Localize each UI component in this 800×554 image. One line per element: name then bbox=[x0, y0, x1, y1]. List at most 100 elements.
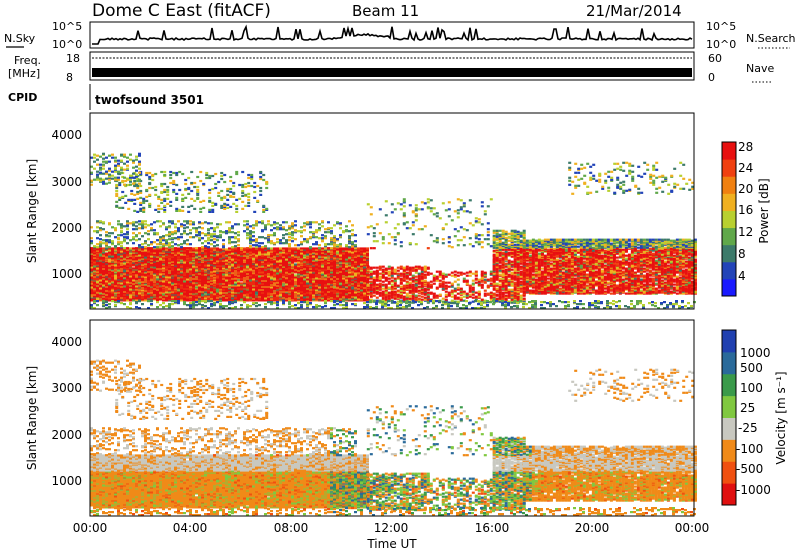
heatmap-cell bbox=[372, 291, 376, 294]
heatmap-cell bbox=[237, 284, 240, 287]
heatmap-cell bbox=[105, 252, 108, 255]
heatmap-cell bbox=[114, 247, 117, 250]
heatmap-cell bbox=[378, 287, 382, 290]
heatmap-cell bbox=[402, 284, 406, 287]
heatmap-cell bbox=[129, 278, 132, 281]
heatmap-cell bbox=[396, 289, 400, 292]
heatmap-cell bbox=[213, 270, 216, 273]
heatmap-cell bbox=[255, 292, 258, 295]
heatmap-cell bbox=[390, 271, 394, 274]
heatmap-cell bbox=[144, 256, 147, 259]
nsearch-tick-top: 10^5 bbox=[706, 20, 736, 33]
heatmap-cell bbox=[279, 293, 282, 296]
heatmap-cell bbox=[345, 279, 348, 282]
heatmap-cell bbox=[294, 263, 297, 266]
heatmap-cell bbox=[228, 250, 231, 253]
heatmap-cell bbox=[336, 275, 339, 278]
heatmap-cell bbox=[276, 272, 279, 275]
heatmap-cell bbox=[174, 260, 177, 263]
heatmap-cell bbox=[171, 247, 174, 250]
heatmap-cell bbox=[117, 253, 120, 256]
heatmap-cell bbox=[147, 263, 150, 266]
heatmap-cell bbox=[282, 292, 285, 295]
heatmap-cell bbox=[288, 288, 291, 291]
heatmap-cell bbox=[381, 292, 385, 295]
heatmap-cell bbox=[132, 247, 135, 250]
heatmap-cell bbox=[390, 290, 394, 293]
heatmap-cell bbox=[390, 269, 394, 272]
heatmap-cell bbox=[354, 276, 357, 279]
heatmap-cell bbox=[366, 283, 370, 286]
heatmap-cell bbox=[384, 293, 388, 296]
heatmap-cell bbox=[291, 281, 294, 284]
heatmap-cell bbox=[267, 253, 270, 256]
nsky-tick-top: 10^5 bbox=[52, 20, 82, 33]
heatmap-cell bbox=[228, 292, 231, 295]
nave-tick-top: 60 bbox=[708, 52, 722, 65]
heatmap-cell bbox=[369, 293, 373, 296]
heatmap-cell bbox=[339, 247, 342, 250]
heatmap-cell bbox=[168, 248, 171, 251]
heatmap-cell bbox=[132, 299, 135, 302]
heatmap-cell bbox=[144, 265, 147, 268]
heatmap-cell bbox=[375, 269, 379, 272]
heatmap-cell bbox=[363, 296, 366, 299]
heatmap-cell bbox=[378, 268, 382, 271]
heatmap-cell bbox=[288, 247, 291, 250]
heatmap-cell bbox=[405, 265, 409, 268]
heatmap-cell bbox=[384, 285, 388, 288]
heatmap-cell bbox=[312, 275, 315, 278]
station-title: Dome C East (fitACF) bbox=[92, 1, 271, 21]
heatmap-cell bbox=[240, 290, 243, 293]
heatmap-cell bbox=[378, 291, 382, 294]
heatmap-cell bbox=[231, 258, 234, 261]
heatmap-cell bbox=[405, 267, 409, 270]
heatmap-cell bbox=[297, 273, 300, 276]
heatmap-cell bbox=[393, 268, 397, 271]
heatmap-cell bbox=[111, 262, 114, 265]
heatmap-cell bbox=[204, 286, 207, 289]
heatmap-cell bbox=[150, 281, 153, 284]
heatmap-cell bbox=[144, 251, 147, 254]
heatmap-cell bbox=[222, 279, 225, 282]
heatmap-cell bbox=[387, 265, 391, 268]
heatmap-cell bbox=[186, 283, 189, 286]
heatmap-cell bbox=[378, 294, 382, 297]
heatmap-cell bbox=[276, 247, 279, 250]
heatmap-cell bbox=[135, 270, 138, 273]
heatmap-cell bbox=[300, 286, 303, 289]
heatmap-cell bbox=[351, 247, 354, 250]
heatmap-cell bbox=[111, 247, 114, 250]
heatmap-cell bbox=[351, 286, 354, 289]
heatmap-cell bbox=[357, 247, 360, 250]
heatmap-cell bbox=[405, 294, 409, 297]
heatmap-cell bbox=[312, 294, 315, 297]
heatmap-cell bbox=[219, 248, 222, 251]
heatmap-cell bbox=[99, 263, 102, 266]
heatmap-cell bbox=[399, 296, 403, 299]
heatmap-cell bbox=[237, 260, 240, 263]
heatmap-cell bbox=[255, 254, 258, 257]
nsky-panel-frame bbox=[89, 21, 695, 49]
nsky-label: N.Sky bbox=[4, 32, 36, 45]
heatmap-cell bbox=[321, 271, 324, 274]
heatmap-cell bbox=[366, 265, 370, 268]
heatmap-cell bbox=[216, 261, 219, 264]
heatmap-cell bbox=[378, 265, 382, 268]
heatmap-cell bbox=[282, 264, 285, 267]
heatmap-cell bbox=[399, 285, 403, 288]
heatmap-cell bbox=[264, 295, 267, 298]
heatmap-cell bbox=[363, 272, 366, 275]
heatmap-cell bbox=[366, 273, 370, 276]
heatmap-cell bbox=[234, 247, 237, 250]
heatmap-cell bbox=[372, 299, 376, 302]
heatmap-cell bbox=[297, 261, 300, 264]
heatmap-cell bbox=[144, 276, 147, 279]
heatmap-cell bbox=[246, 290, 249, 293]
heatmap-cell bbox=[237, 248, 240, 251]
heatmap-cell bbox=[138, 273, 141, 276]
heatmap-cell bbox=[228, 265, 231, 268]
heatmap-cell bbox=[114, 264, 117, 267]
heatmap-cell bbox=[258, 257, 261, 260]
heatmap-cell bbox=[327, 269, 330, 272]
